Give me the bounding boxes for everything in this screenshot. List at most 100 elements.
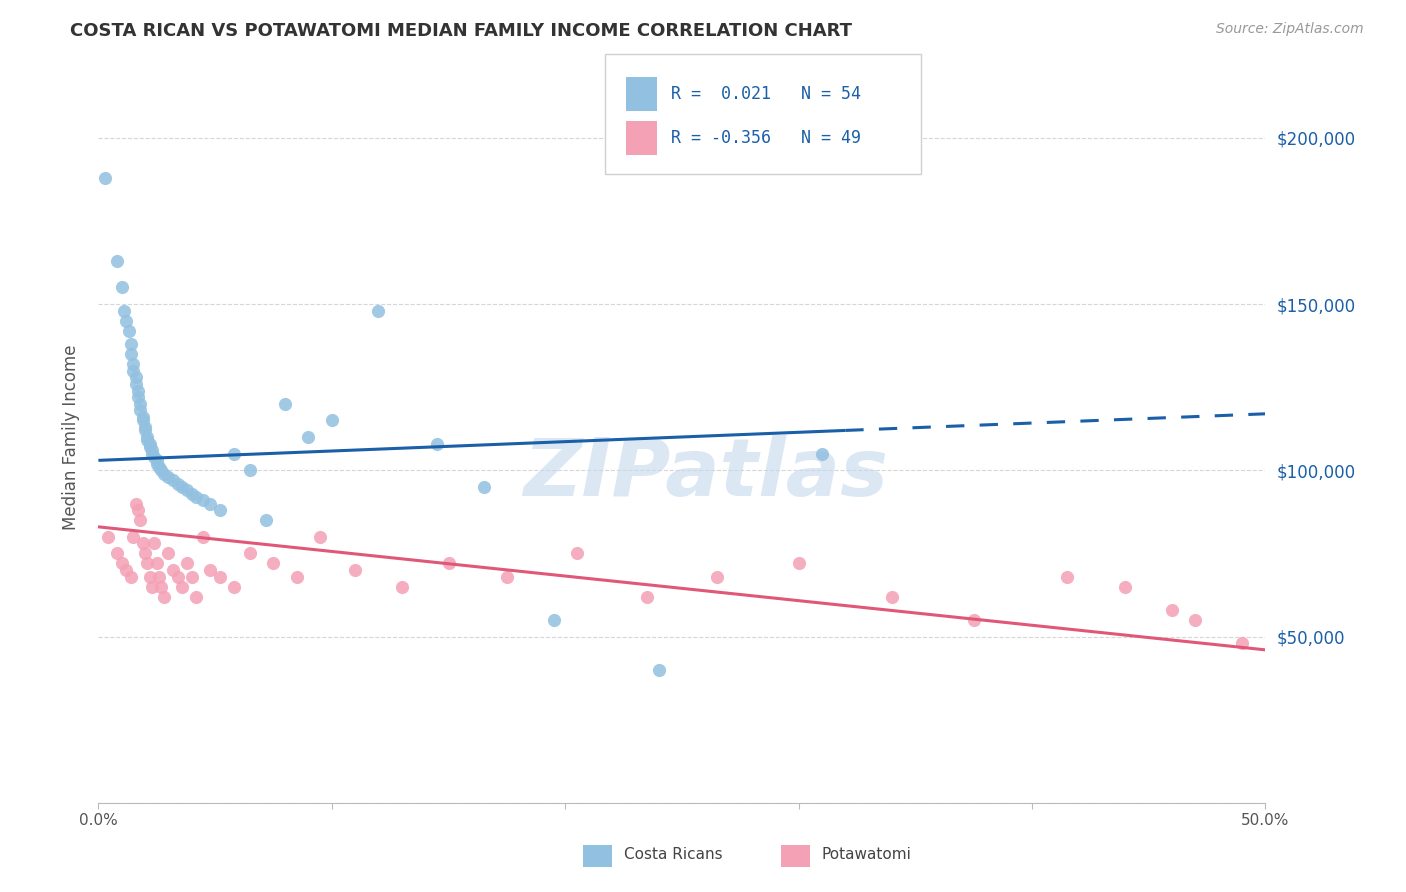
Point xyxy=(256,513,278,527)
Point xyxy=(176,557,198,571)
Point xyxy=(880,590,903,604)
Point xyxy=(141,443,163,458)
Point xyxy=(122,357,145,371)
Point xyxy=(239,463,262,477)
Point xyxy=(208,503,231,517)
Point xyxy=(162,473,184,487)
Point xyxy=(127,503,149,517)
Text: R = -0.356   N = 49: R = -0.356 N = 49 xyxy=(671,129,860,147)
Text: COSTA RICAN VS POTAWATOMI MEDIAN FAMILY INCOME CORRELATION CHART: COSTA RICAN VS POTAWATOMI MEDIAN FAMILY … xyxy=(70,22,852,40)
Point xyxy=(127,384,149,398)
Point xyxy=(222,580,245,594)
Point xyxy=(146,457,169,471)
Point xyxy=(1056,570,1078,584)
Point xyxy=(136,434,159,448)
Point xyxy=(222,447,245,461)
Point xyxy=(125,370,148,384)
Point xyxy=(200,563,222,577)
Point xyxy=(143,536,166,550)
Point xyxy=(127,390,149,404)
Point xyxy=(647,663,669,677)
Point xyxy=(193,530,215,544)
Point xyxy=(111,280,134,294)
Point xyxy=(105,253,128,268)
Point xyxy=(437,557,460,571)
Point xyxy=(472,480,495,494)
Point xyxy=(111,557,134,571)
Point xyxy=(1184,613,1206,627)
Point xyxy=(120,347,142,361)
Point xyxy=(962,613,984,627)
Point xyxy=(200,497,222,511)
Point xyxy=(129,513,152,527)
Point xyxy=(344,563,367,577)
Point xyxy=(120,570,142,584)
Point xyxy=(139,570,162,584)
Point xyxy=(150,580,173,594)
Point xyxy=(129,403,152,417)
Point xyxy=(150,463,173,477)
Point xyxy=(262,557,284,571)
Bar xyxy=(582,846,612,867)
Point xyxy=(132,413,155,427)
Y-axis label: Median Family Income: Median Family Income xyxy=(62,344,80,530)
Point xyxy=(285,570,308,584)
Point xyxy=(129,397,152,411)
Point xyxy=(139,440,162,454)
Point xyxy=(496,570,519,584)
Point xyxy=(134,420,156,434)
Point xyxy=(186,590,208,604)
Point xyxy=(136,430,159,444)
Point xyxy=(636,590,658,604)
Point xyxy=(148,460,170,475)
Point xyxy=(132,410,155,425)
Point xyxy=(172,580,194,594)
Point xyxy=(146,453,169,467)
Point xyxy=(162,563,184,577)
Point xyxy=(115,314,138,328)
Point xyxy=(120,337,142,351)
Point xyxy=(274,397,297,411)
Point xyxy=(94,170,117,185)
Text: ZIPatlas: ZIPatlas xyxy=(523,434,887,513)
Text: Costa Ricans: Costa Ricans xyxy=(624,847,723,862)
Point xyxy=(565,546,588,560)
Point xyxy=(125,497,148,511)
Point xyxy=(239,546,262,560)
Point xyxy=(146,557,169,571)
Point xyxy=(193,493,215,508)
Point xyxy=(139,436,162,450)
Point xyxy=(1114,580,1136,594)
Point xyxy=(157,470,180,484)
Point xyxy=(122,530,145,544)
Point xyxy=(309,530,332,544)
Point xyxy=(180,486,202,500)
Point xyxy=(141,580,163,594)
Point xyxy=(186,490,208,504)
Point xyxy=(136,557,159,571)
Point xyxy=(105,546,128,560)
Point xyxy=(115,563,138,577)
Point xyxy=(811,447,834,461)
Text: R =  0.021   N = 54: R = 0.021 N = 54 xyxy=(671,85,860,103)
Point xyxy=(543,613,565,627)
Point xyxy=(787,557,810,571)
Point xyxy=(132,536,155,550)
Point xyxy=(706,570,728,584)
Point xyxy=(391,580,413,594)
Point xyxy=(157,546,180,560)
Point xyxy=(1161,603,1184,617)
Point xyxy=(172,480,194,494)
Point xyxy=(112,303,135,318)
Point xyxy=(367,303,389,318)
Point xyxy=(152,590,174,604)
Point xyxy=(97,530,120,544)
Point xyxy=(208,570,231,584)
Point xyxy=(180,570,202,584)
Point xyxy=(134,546,156,560)
Point xyxy=(148,570,170,584)
Point xyxy=(152,467,174,481)
Bar xyxy=(782,846,810,867)
Point xyxy=(297,430,319,444)
Text: Source: ZipAtlas.com: Source: ZipAtlas.com xyxy=(1216,22,1364,37)
